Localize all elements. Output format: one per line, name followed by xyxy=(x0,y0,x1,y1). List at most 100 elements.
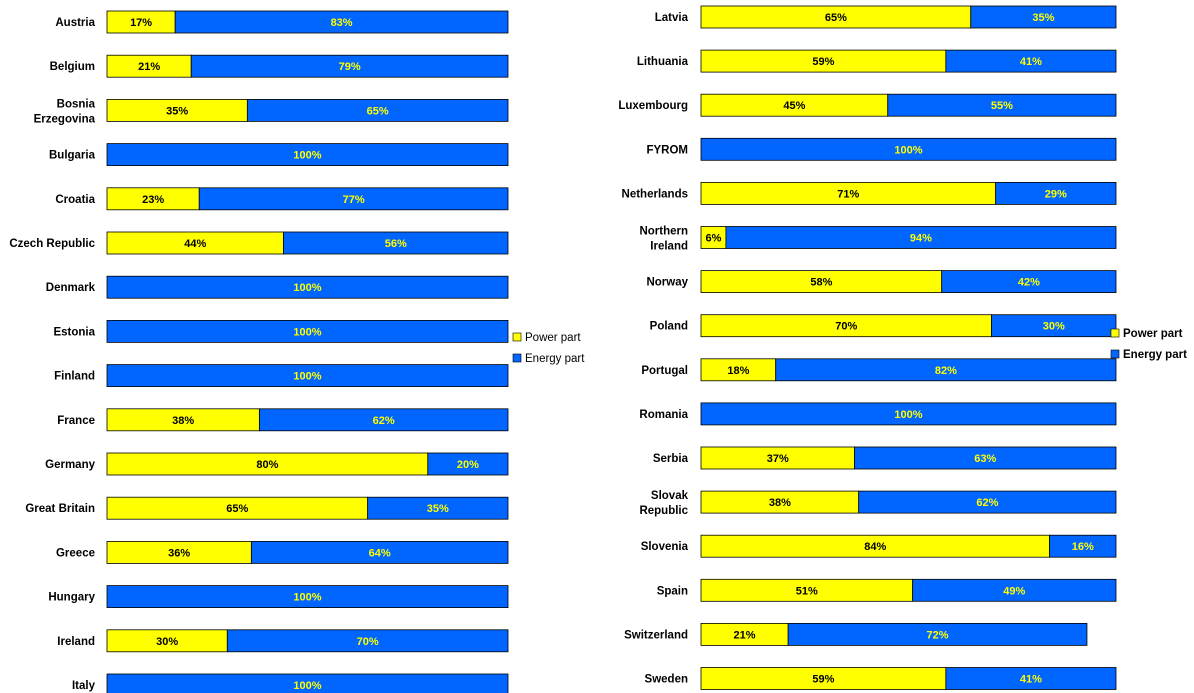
energy-bar xyxy=(283,231,509,255)
energy-bar xyxy=(1049,534,1117,558)
energy-value-label: 35% xyxy=(1032,12,1054,24)
power-value-label: 30% xyxy=(156,636,178,648)
energy-value-label: 100% xyxy=(293,592,321,604)
energy-value-label: 56% xyxy=(385,238,407,250)
power-value-label: 59% xyxy=(812,56,834,68)
energy-bar xyxy=(945,49,1117,73)
category-label: Denmark xyxy=(46,282,96,294)
category-label: Luxembourg xyxy=(618,100,688,112)
legend-swatch xyxy=(512,353,522,363)
category-label: Northern Ireland xyxy=(639,226,688,253)
power-value-label: 45% xyxy=(783,100,805,112)
category-label: Hungary xyxy=(48,592,95,604)
category-label-line: Bosnia xyxy=(57,98,96,110)
power-value-label: 44% xyxy=(184,238,206,250)
energy-value-label: 63% xyxy=(974,453,996,465)
category-label: FYROM xyxy=(646,144,688,156)
category-label: Bulgaria xyxy=(49,150,96,162)
power-value-label: 38% xyxy=(769,497,791,509)
energy-value-label: 100% xyxy=(293,150,321,162)
energy-bar xyxy=(887,93,1117,117)
energy-value-label: 62% xyxy=(373,415,395,427)
power-value-label: 65% xyxy=(825,12,847,24)
category-label: Greece xyxy=(56,547,95,559)
energy-bar xyxy=(174,10,509,34)
energy-value-label: 29% xyxy=(1045,188,1067,200)
energy-bar xyxy=(250,541,509,564)
energy-value-label: 30% xyxy=(1043,321,1065,333)
power-value-label: 35% xyxy=(166,105,188,117)
power-value-label: 51% xyxy=(796,585,818,597)
category-label: Serbia xyxy=(653,453,689,465)
energy-value-label: 100% xyxy=(293,371,321,383)
legend-label: Energy part xyxy=(1123,349,1187,361)
power-value-label: 65% xyxy=(226,503,248,515)
category-label: Finland xyxy=(54,371,95,383)
energy-bar xyxy=(945,667,1117,690)
power-value-label: 59% xyxy=(812,674,834,686)
power-value-label: 71% xyxy=(837,188,859,200)
energy-bar xyxy=(258,408,509,432)
energy-bar xyxy=(106,275,509,299)
power-value-label: 21% xyxy=(734,629,756,641)
energy-value-label: 77% xyxy=(343,194,365,206)
energy-value-label: 82% xyxy=(935,365,957,377)
category-label-line: Ireland xyxy=(650,241,688,253)
category-label: Switzerland xyxy=(624,629,688,641)
energy-bar xyxy=(858,490,1117,514)
energy-value-label: 100% xyxy=(894,409,922,421)
category-label: France xyxy=(57,415,95,427)
energy-bar xyxy=(190,54,509,78)
category-label: Germany xyxy=(45,459,95,471)
energy-bar xyxy=(970,5,1117,29)
category-label: Croatia xyxy=(55,194,95,206)
energy-bar xyxy=(246,99,509,122)
energy-bar xyxy=(775,358,1117,382)
energy-value-label: 100% xyxy=(293,326,321,338)
energy-bar xyxy=(226,629,509,653)
category-label: Estonia xyxy=(53,326,95,338)
energy-value-label: 79% xyxy=(339,61,361,73)
energy-bar xyxy=(991,314,1117,338)
energy-bar xyxy=(106,585,509,608)
category-label: Spain xyxy=(657,585,688,597)
power-value-label: 37% xyxy=(767,453,789,465)
power-value-label: 84% xyxy=(864,541,886,553)
power-value-label: 38% xyxy=(172,415,194,427)
energy-value-label: 42% xyxy=(1018,277,1040,289)
energy-value-label: 83% xyxy=(331,17,353,29)
legend-label: Power part xyxy=(525,332,581,344)
power-value-label: 23% xyxy=(142,194,164,206)
energy-value-label: 94% xyxy=(910,233,932,245)
energy-bar xyxy=(106,364,509,388)
energy-value-label: 41% xyxy=(1020,56,1042,68)
energy-value-label: 72% xyxy=(927,629,949,641)
category-label: Sweden xyxy=(645,674,688,686)
category-label: Slovenia xyxy=(641,541,689,553)
category-label: Bosnia Erzegovina xyxy=(34,98,96,125)
category-label: Czech Republic xyxy=(9,238,95,250)
power-value-label: 21% xyxy=(138,61,160,73)
category-label: Italy xyxy=(72,680,96,692)
category-label: Slovak Republic xyxy=(639,490,688,517)
energy-value-label: 20% xyxy=(457,459,479,471)
category-label: Norway xyxy=(646,277,688,289)
category-label-line: Erzegovina xyxy=(34,113,96,125)
energy-value-label: 41% xyxy=(1020,674,1042,686)
energy-value-label: 100% xyxy=(293,680,321,692)
legend-label: Energy part xyxy=(525,353,585,365)
power-value-label: 58% xyxy=(810,277,832,289)
category-label: Great Britain xyxy=(25,503,95,515)
energy-bar xyxy=(700,137,1117,161)
energy-bar xyxy=(106,143,509,167)
legend-swatch xyxy=(512,332,522,342)
energy-value-label: 49% xyxy=(1003,585,1025,597)
energy-value-label: 35% xyxy=(427,503,449,515)
legend-swatch xyxy=(1110,349,1120,359)
energy-bar xyxy=(995,181,1117,205)
energy-bar xyxy=(941,270,1117,294)
legend-swatch xyxy=(1110,328,1120,338)
energy-bar xyxy=(725,226,1117,249)
energy-bar xyxy=(367,496,509,520)
